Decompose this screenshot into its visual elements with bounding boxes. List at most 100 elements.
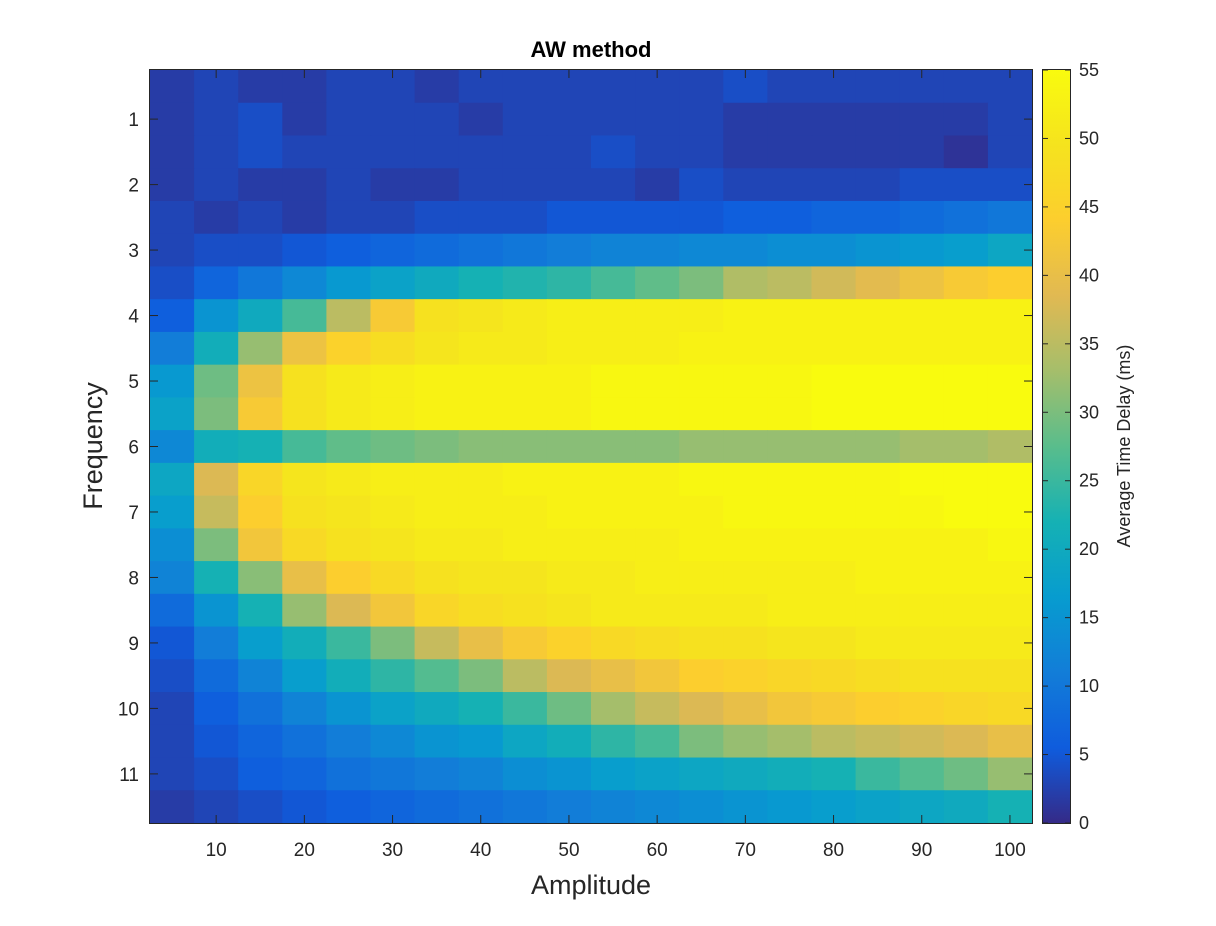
heatmap-cell [943, 233, 989, 268]
heatmap-cell [811, 364, 857, 398]
heatmap-cell [194, 430, 239, 464]
heatmap-cell [546, 364, 592, 398]
heatmap-cell [899, 724, 945, 759]
heatmap-cell [502, 528, 548, 562]
heatmap-cell [502, 233, 548, 268]
heatmap-cell [194, 364, 239, 398]
heatmap-cell [502, 790, 548, 824]
heatmap-cell [943, 135, 989, 169]
heatmap-cell [987, 266, 1033, 300]
heatmap-cell [591, 495, 636, 529]
heatmap-cell [987, 135, 1033, 169]
heatmap-cell [458, 364, 504, 398]
heatmap-cell [899, 200, 945, 235]
heatmap-cell [370, 528, 416, 562]
heatmap-cell [150, 397, 195, 431]
heatmap-cell [855, 430, 901, 464]
heatmap-cell [414, 397, 460, 431]
heatmap-cell [546, 135, 592, 169]
heatmap-cell [723, 561, 768, 595]
heatmap-cell [194, 659, 239, 693]
heatmap-cell [370, 299, 416, 333]
heatmap-cell [591, 200, 636, 235]
heatmap-cell [238, 626, 283, 660]
heatmap-cell [723, 331, 768, 366]
heatmap-cell [326, 593, 372, 628]
heatmap-cell [855, 70, 901, 104]
heatmap-cell [414, 692, 460, 726]
heatmap-cell [987, 659, 1033, 693]
x-tick-label: 20 [294, 840, 315, 861]
heatmap-cell [591, 266, 636, 300]
heatmap-cell [546, 430, 592, 464]
heatmap-cell [591, 462, 636, 497]
heatmap-cell [194, 397, 239, 431]
heatmap-cell [679, 790, 724, 824]
plot-frame [149, 69, 1033, 824]
heatmap-cell [591, 168, 636, 202]
heatmap [150, 70, 1033, 824]
heatmap-cell [502, 757, 548, 791]
colorbar-tick-label: 50 [1079, 128, 1099, 148]
heatmap-cell [502, 495, 548, 529]
heatmap-cell [899, 692, 945, 726]
heatmap-cell [282, 561, 327, 595]
heatmap-cell [635, 299, 680, 333]
heatmap-cell [855, 659, 901, 693]
heatmap-cell [855, 561, 901, 595]
heatmap-cell [855, 135, 901, 169]
y-tick-label: 9 [128, 634, 139, 655]
heatmap-cell [502, 299, 548, 333]
x-axis: 10 20 30 40 50 60 70 80 90 100 [206, 70, 1026, 861]
colorbar-tick-label: 40 [1079, 265, 1099, 285]
heatmap-cell [326, 102, 372, 137]
heatmap-cell [546, 593, 592, 628]
heatmap-cell [194, 626, 239, 660]
heatmap-cell [723, 135, 768, 169]
heatmap-cell [943, 495, 989, 529]
heatmap-cell [414, 102, 460, 137]
heatmap-cell [370, 168, 416, 202]
heatmap-cell [943, 430, 989, 464]
heatmap-cell [855, 168, 901, 202]
heatmap-cell [282, 626, 327, 660]
heatmap-cell [502, 364, 548, 398]
heatmap-cell [899, 397, 945, 431]
heatmap-cell [591, 364, 636, 398]
heatmap-cell [282, 593, 327, 628]
x-tick-label: 10 [206, 840, 227, 861]
heatmap-cell [414, 364, 460, 398]
heatmap-cell [855, 692, 901, 726]
heatmap-cell [414, 561, 460, 595]
heatmap-cell [458, 200, 504, 235]
heatmap-cell [855, 299, 901, 333]
heatmap-cell [855, 462, 901, 497]
heatmap-cell [458, 659, 504, 693]
heatmap-cell [282, 659, 327, 693]
heatmap-cell [502, 462, 548, 497]
heatmap-cell [899, 626, 945, 660]
heatmap-cell [194, 233, 239, 268]
heatmap-cell [458, 692, 504, 726]
heatmap-cell [502, 430, 548, 464]
heatmap-cell [546, 692, 592, 726]
heatmap-cell [282, 692, 327, 726]
heatmap-cell [238, 659, 283, 693]
heatmap-cell [370, 135, 416, 169]
heatmap-cell [502, 331, 548, 366]
heatmap-cell [943, 70, 989, 104]
heatmap-cell [326, 692, 372, 726]
heatmap-cell [767, 266, 813, 300]
heatmap-cell [238, 528, 283, 562]
heatmap-cell [723, 266, 768, 300]
heatmap-cell [767, 790, 813, 824]
heatmap-cell [635, 233, 680, 268]
heatmap-cell [458, 561, 504, 595]
heatmap-cell [855, 724, 901, 759]
heatmap-cell [282, 233, 327, 268]
heatmap-cell [150, 593, 195, 628]
heatmap-cell [458, 528, 504, 562]
x-tick-label: 80 [823, 840, 844, 861]
heatmap-cell [326, 528, 372, 562]
